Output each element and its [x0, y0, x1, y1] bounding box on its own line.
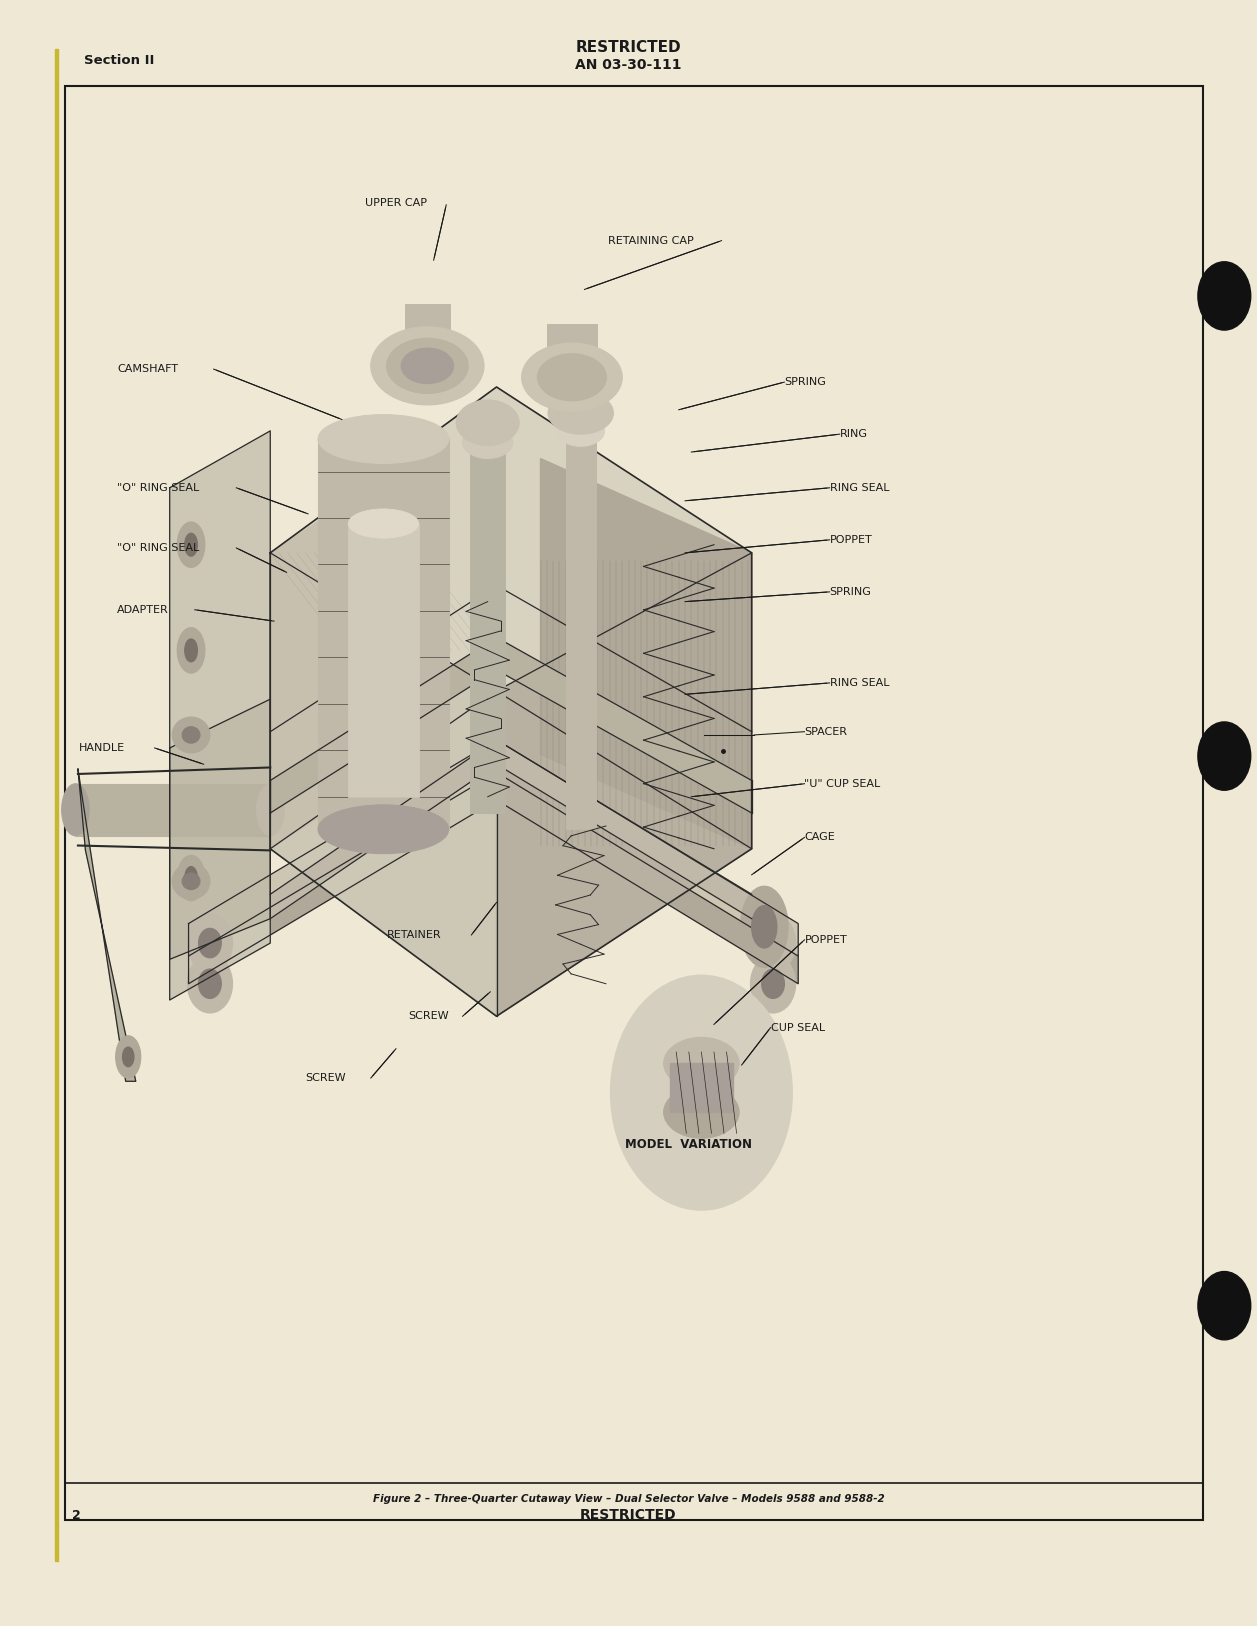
Bar [55, 49, 59, 1561]
Text: RESTRICTED: RESTRICTED [576, 39, 681, 55]
Bar [318, 439, 449, 829]
Text: "O" RING SEAL: "O" RING SEAL [117, 483, 199, 493]
Circle shape [611, 976, 792, 1210]
Ellipse shape [177, 628, 205, 673]
Text: RING SEAL: RING SEAL [830, 483, 889, 493]
Ellipse shape [182, 727, 200, 743]
Polygon shape [497, 553, 752, 1016]
Text: POPPET: POPPET [830, 535, 872, 545]
Bar [65, 86, 1203, 1520]
Ellipse shape [371, 327, 484, 405]
Text: CAMSHAFT: CAMSHAFT [117, 364, 178, 374]
Ellipse shape [256, 784, 284, 836]
Ellipse shape [522, 343, 622, 411]
Ellipse shape [182, 873, 200, 889]
Ellipse shape [664, 1037, 739, 1089]
Polygon shape [270, 740, 752, 919]
Ellipse shape [557, 416, 605, 446]
Text: HANDLE: HANDLE [79, 743, 126, 753]
Text: RESTRICTED: RESTRICTED [581, 1509, 676, 1522]
Circle shape [199, 969, 221, 998]
Text: CUP SEAL: CUP SEAL [771, 1023, 825, 1033]
Bar [348, 524, 419, 797]
Text: Section II: Section II [84, 54, 155, 67]
Circle shape [199, 928, 221, 958]
Bar [547, 324, 597, 385]
Bar [75, 784, 270, 836]
Text: SPRING: SPRING [784, 377, 826, 387]
Text: "O" RING SEAL: "O" RING SEAL [117, 543, 199, 553]
Ellipse shape [172, 863, 210, 899]
Ellipse shape [116, 1036, 141, 1078]
Ellipse shape [463, 426, 513, 459]
Ellipse shape [752, 906, 777, 948]
Ellipse shape [172, 717, 210, 753]
Ellipse shape [185, 867, 197, 889]
Ellipse shape [538, 353, 607, 400]
Text: "U" CUP SEAL: "U" CUP SEAL [804, 779, 881, 789]
Ellipse shape [123, 1047, 133, 1067]
Ellipse shape [664, 1086, 739, 1138]
Bar [470, 442, 505, 813]
Polygon shape [189, 772, 798, 984]
Polygon shape [170, 699, 270, 959]
Text: RETAINING CAP: RETAINING CAP [608, 236, 694, 246]
Text: RETAINER: RETAINER [387, 930, 441, 940]
Ellipse shape [348, 509, 419, 538]
Ellipse shape [177, 522, 205, 567]
Circle shape [187, 954, 233, 1013]
Ellipse shape [456, 400, 519, 446]
Text: RING SEAL: RING SEAL [830, 678, 889, 688]
Text: Figure 2 – Three-Quarter Cutaway View – Dual Selector Valve – Models 9588 and 95: Figure 2 – Three-Quarter Cutaway View – … [372, 1494, 885, 1504]
Polygon shape [189, 740, 798, 956]
Text: SPACER: SPACER [804, 727, 847, 737]
Circle shape [1198, 262, 1251, 330]
Polygon shape [270, 387, 752, 691]
Polygon shape [270, 459, 415, 849]
Text: SCREW: SCREW [409, 1011, 449, 1021]
Bar [405, 304, 450, 369]
Text: UPPER CAP: UPPER CAP [365, 198, 426, 208]
Text: MODEL  VARIATION: MODEL VARIATION [625, 1138, 752, 1151]
Ellipse shape [387, 338, 469, 393]
Text: SCREW: SCREW [305, 1073, 346, 1083]
Ellipse shape [177, 855, 205, 901]
Text: ADAPTER: ADAPTER [117, 605, 168, 615]
Text: CAGE: CAGE [804, 833, 835, 842]
Polygon shape [170, 431, 270, 1000]
Text: AN 03-30-111: AN 03-30-111 [576, 59, 681, 72]
Circle shape [1198, 1272, 1251, 1340]
Circle shape [762, 969, 784, 998]
Circle shape [762, 928, 784, 958]
Circle shape [750, 914, 796, 972]
Text: RING: RING [840, 429, 867, 439]
Circle shape [1198, 722, 1251, 790]
Text: POPPET: POPPET [804, 935, 847, 945]
Polygon shape [270, 637, 752, 813]
Polygon shape [270, 553, 497, 1016]
Ellipse shape [185, 639, 197, 662]
Circle shape [187, 914, 233, 972]
Ellipse shape [318, 805, 449, 854]
Text: SPRING: SPRING [830, 587, 871, 597]
Bar [566, 431, 596, 829]
Polygon shape [78, 769, 136, 1081]
Ellipse shape [740, 886, 788, 967]
Ellipse shape [185, 533, 197, 556]
Ellipse shape [548, 392, 613, 434]
Circle shape [750, 954, 796, 1013]
Ellipse shape [401, 348, 454, 384]
Bar [670, 1063, 733, 1112]
Ellipse shape [62, 784, 89, 836]
Ellipse shape [318, 415, 449, 463]
Text: 2: 2 [72, 1509, 80, 1522]
Polygon shape [541, 459, 752, 849]
